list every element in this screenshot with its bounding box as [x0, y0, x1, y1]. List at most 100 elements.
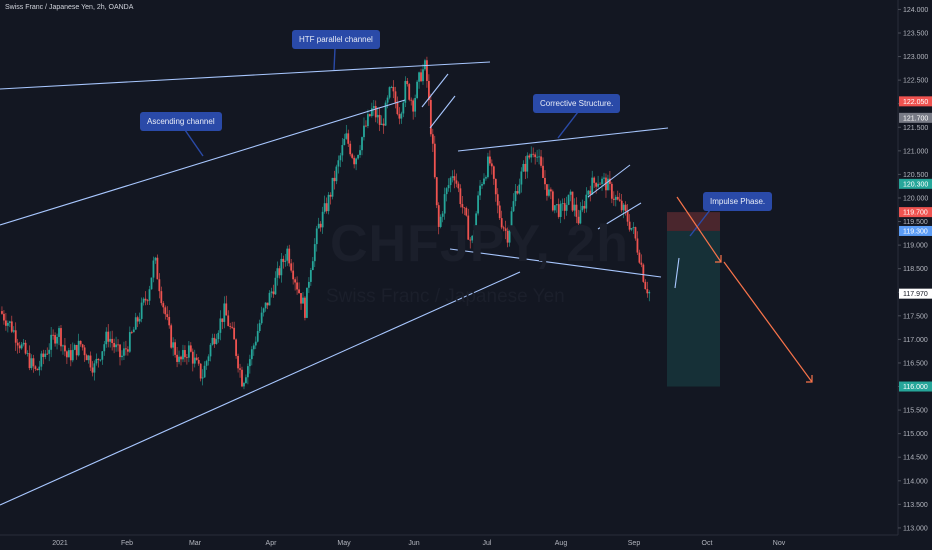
candle-body [372, 106, 375, 109]
price-tag-badge [899, 178, 932, 189]
candle-body [182, 350, 184, 360]
candle-body [595, 182, 598, 187]
candle-body [10, 321, 13, 332]
candle-body [368, 114, 371, 117]
trendlines-layer[interactable] [0, 47, 711, 506]
price-tick-label: 117.500 [903, 313, 928, 320]
callout-corrective-pointer [557, 111, 579, 139]
candle-body [306, 287, 308, 318]
candle-body [559, 203, 562, 217]
price-tick-label: 123.500 [903, 30, 928, 37]
candle-body [390, 86, 393, 88]
position-box[interactable] [667, 212, 720, 387]
candle-body [298, 289, 300, 294]
price-tag-badge [899, 112, 932, 123]
projection-arrows[interactable] [676, 196, 813, 383]
candle-body [587, 190, 590, 195]
candle-body [632, 227, 635, 229]
candle-body [398, 114, 401, 119]
candle-body [479, 185, 481, 196]
candle-body [309, 270, 312, 282]
candle-body [99, 359, 102, 361]
candle-body [634, 227, 637, 239]
candle-body [496, 194, 499, 206]
candle-body [286, 248, 289, 261]
candle-body [508, 228, 511, 243]
candle-body [384, 102, 387, 126]
candle-body [591, 177, 594, 195]
candle-body [180, 356, 182, 360]
candle-body [237, 355, 239, 369]
candle-body [577, 216, 580, 224]
candle-body [610, 183, 613, 199]
candle-body [217, 332, 220, 340]
watermark-name: Swiss Franc / Japanese Yen [326, 286, 565, 307]
candle-body [307, 281, 310, 288]
candle-body [471, 235, 474, 241]
callout-htf-channel[interactable]: HTF parallel channel [292, 30, 380, 49]
candle-body [620, 200, 623, 211]
candle-body [239, 368, 241, 370]
candle-body [294, 279, 297, 283]
candle-body [115, 344, 117, 348]
candle-body [14, 330, 17, 343]
flag-line-4 [597, 202, 642, 230]
candle-body [457, 183, 460, 189]
target-zone [667, 230, 720, 387]
candle-body [140, 302, 143, 319]
candle-body [469, 239, 472, 241]
time-axis[interactable]: 2021 Feb Mar Apr May Jun Jul Aug Sep Oct Nov [0, 534, 898, 547]
candle-body [144, 298, 147, 301]
candle-body [44, 353, 47, 357]
candle-body [494, 178, 497, 195]
candle-body [406, 80, 409, 85]
candle-body [498, 205, 501, 219]
candle-body [245, 377, 247, 383]
candle-body [449, 177, 452, 186]
candle-body [91, 367, 94, 373]
candle-body [518, 184, 521, 194]
candle-body [400, 113, 403, 119]
candle-body [640, 262, 643, 265]
price-axis[interactable]: 124.000123.500123.000122.500122.000121.5… [897, 0, 932, 550]
candle-body [451, 176, 454, 178]
candle-body [315, 228, 318, 245]
candle-body [433, 143, 436, 178]
callout-impulse-phase[interactable]: Impulse Phase. [703, 192, 773, 211]
candle-body [16, 342, 19, 346]
candle-body [646, 289, 649, 294]
callout-impulse-pointer [689, 209, 711, 237]
candle-body [410, 99, 413, 101]
candle-body [199, 363, 202, 379]
callout-corrective-structure[interactable]: Corrective Structure. [533, 94, 621, 113]
candle-body [3, 313, 5, 321]
candle-body [58, 328, 60, 337]
candle-body [520, 171, 523, 185]
candle-body [103, 344, 106, 352]
candle-body [561, 203, 564, 204]
candle-body [500, 218, 503, 228]
candle-body [443, 194, 446, 214]
candle-body [351, 154, 354, 158]
candle-body [546, 184, 548, 196]
candle-body [54, 335, 56, 344]
price-tick-label: 119.000 [903, 243, 928, 250]
candle-body [439, 216, 442, 227]
candle-body [612, 198, 615, 200]
candle-body [284, 260, 287, 262]
price-tick-label: 116.500 [903, 360, 928, 367]
candle-body [585, 194, 588, 209]
time-tick-label: May [337, 540, 351, 547]
candle-body [311, 261, 314, 271]
callout-ascending-channel[interactable]: Ascending channel [140, 112, 222, 131]
candle-body [463, 207, 466, 209]
price-tick-label: 118.500 [903, 266, 928, 273]
candle-body [392, 86, 395, 92]
candle-body [431, 134, 434, 144]
candle-body [502, 227, 505, 229]
candle-body [551, 191, 554, 211]
candle-body [528, 155, 531, 158]
candle-body [402, 102, 405, 114]
candle-body [378, 114, 381, 125]
